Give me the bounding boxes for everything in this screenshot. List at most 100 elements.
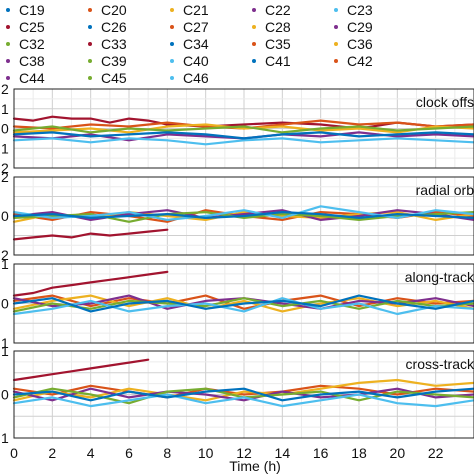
- x-axis-title: Time (h): [229, 458, 281, 474]
- legend-item: C36: [334, 36, 373, 52]
- legend-item: C25: [6, 19, 45, 35]
- legend-marker-icon: [334, 8, 338, 12]
- x-tick-label: 2: [48, 445, 56, 461]
- x-tick-label: 14: [275, 445, 291, 461]
- legend-label: C34: [183, 36, 209, 52]
- legend-label: C23: [347, 2, 373, 18]
- panel-frame: [13, 350, 474, 439]
- series-line: [12, 205, 474, 221]
- panel-label: along-track: [405, 269, 474, 285]
- panel-label: clock offs: [416, 94, 474, 110]
- legend-label: C33: [101, 36, 127, 52]
- x-tick-label: 6: [125, 445, 133, 461]
- legend-item: C41: [252, 53, 291, 69]
- legend-marker-icon: [252, 8, 256, 12]
- legend-marker-icon: [6, 59, 10, 63]
- legend-marker-icon: [170, 59, 174, 63]
- series-line: [12, 270, 169, 297]
- y-tick-label: 2: [1, 247, 9, 263]
- legend-marker-icon: [334, 42, 338, 46]
- legend-item: C46: [170, 70, 209, 86]
- panel-frame: [13, 176, 474, 256]
- legend-marker-icon: [6, 8, 10, 12]
- legend-label: C39: [101, 53, 127, 69]
- panel-label: cross-track: [406, 356, 474, 372]
- legend-label: C22: [265, 2, 291, 18]
- legend-label: C32: [19, 36, 45, 52]
- series-line: [12, 384, 474, 399]
- legend-label: C41: [265, 53, 291, 69]
- series-line: [12, 294, 474, 313]
- legend-marker-icon: [6, 76, 10, 80]
- legend-marker-icon: [334, 59, 338, 63]
- legend-marker-icon: [334, 25, 338, 29]
- legend-marker-icon: [6, 42, 10, 46]
- series-line: [12, 115, 474, 130]
- legend-item: C35: [252, 36, 291, 52]
- x-tick-label: 16: [313, 445, 329, 461]
- legend-label: C46: [183, 70, 209, 86]
- series-line: [12, 137, 474, 146]
- y-tick-label: 1: [1, 335, 9, 351]
- series-line: [12, 393, 474, 408]
- series-line: [12, 123, 474, 134]
- legend-label: C45: [101, 70, 127, 86]
- legend-label: C35: [265, 36, 291, 52]
- y-tick-label: 1: [1, 256, 9, 272]
- series-line: [12, 358, 150, 382]
- y-tick-label: 1: [1, 140, 9, 156]
- legend-item: C38: [6, 53, 45, 69]
- legend-label: C27: [183, 19, 209, 35]
- legend-item: C19: [6, 2, 45, 18]
- series-line: [12, 211, 474, 223]
- y-tick-label: 0: [1, 387, 9, 403]
- legend-item: C28: [252, 19, 291, 35]
- legend-marker-icon: [88, 76, 92, 80]
- x-tick-label: 12: [236, 445, 252, 461]
- legend-marker-icon: [252, 25, 256, 29]
- series-line: [12, 294, 474, 313]
- x-tick-label: 10: [198, 445, 214, 461]
- legend-marker-icon: [88, 8, 92, 12]
- y-tick-label: 1: [1, 430, 9, 446]
- legend-label: C25: [19, 19, 45, 35]
- legend-marker-icon: [170, 8, 174, 12]
- chart-panel: 1 0 1 cross-track: [1, 343, 474, 446]
- legend-item: C22: [252, 2, 291, 18]
- legend-marker-icon: [170, 76, 174, 80]
- y-tick-label: 1: [1, 101, 9, 117]
- y-tick-label: 2: [1, 169, 9, 185]
- legend-item: C32: [6, 36, 45, 52]
- legend-label: C38: [19, 53, 45, 69]
- y-tick-label: 0: [1, 121, 9, 137]
- legend-item: C45: [88, 70, 127, 86]
- series-line: [12, 211, 474, 219]
- chart-panel: 2 0 2 radial orb: [1, 169, 474, 263]
- legend-label: C44: [19, 70, 45, 86]
- panel-frame: [13, 88, 474, 169]
- legend-label: C19: [19, 2, 45, 18]
- series-line: [12, 228, 169, 241]
- chart-panel: 1 0 1 along-track: [1, 256, 474, 351]
- series-line: [12, 387, 474, 402]
- series-line: [12, 131, 474, 140]
- series-line: [12, 297, 474, 313]
- chart-legend: C19 C20 C21 C22 C23 C25 C26 C27 C28 C29 C32 C33 C34 C…: [0, 0, 474, 86]
- legend-marker-icon: [252, 42, 256, 46]
- legend-item: C26: [88, 19, 127, 35]
- legend-item: C23: [334, 2, 373, 18]
- x-tick-label: 4: [87, 445, 95, 461]
- panel-frame: [13, 263, 474, 344]
- y-tick-label: 0: [1, 296, 9, 312]
- legend-marker-icon: [170, 25, 174, 29]
- y-tick-label: 1: [1, 343, 9, 359]
- y-tick-label: 2: [1, 160, 9, 176]
- chart-panel: 2 1 0 1 2 clock offs: [1, 81, 474, 176]
- legend-item: C34: [170, 36, 209, 52]
- legend-label: C40: [183, 53, 209, 69]
- x-tick-label: 20: [390, 445, 406, 461]
- legend-label: C42: [347, 53, 373, 69]
- legend-item: C40: [170, 53, 209, 69]
- legend-item: C20: [88, 2, 127, 18]
